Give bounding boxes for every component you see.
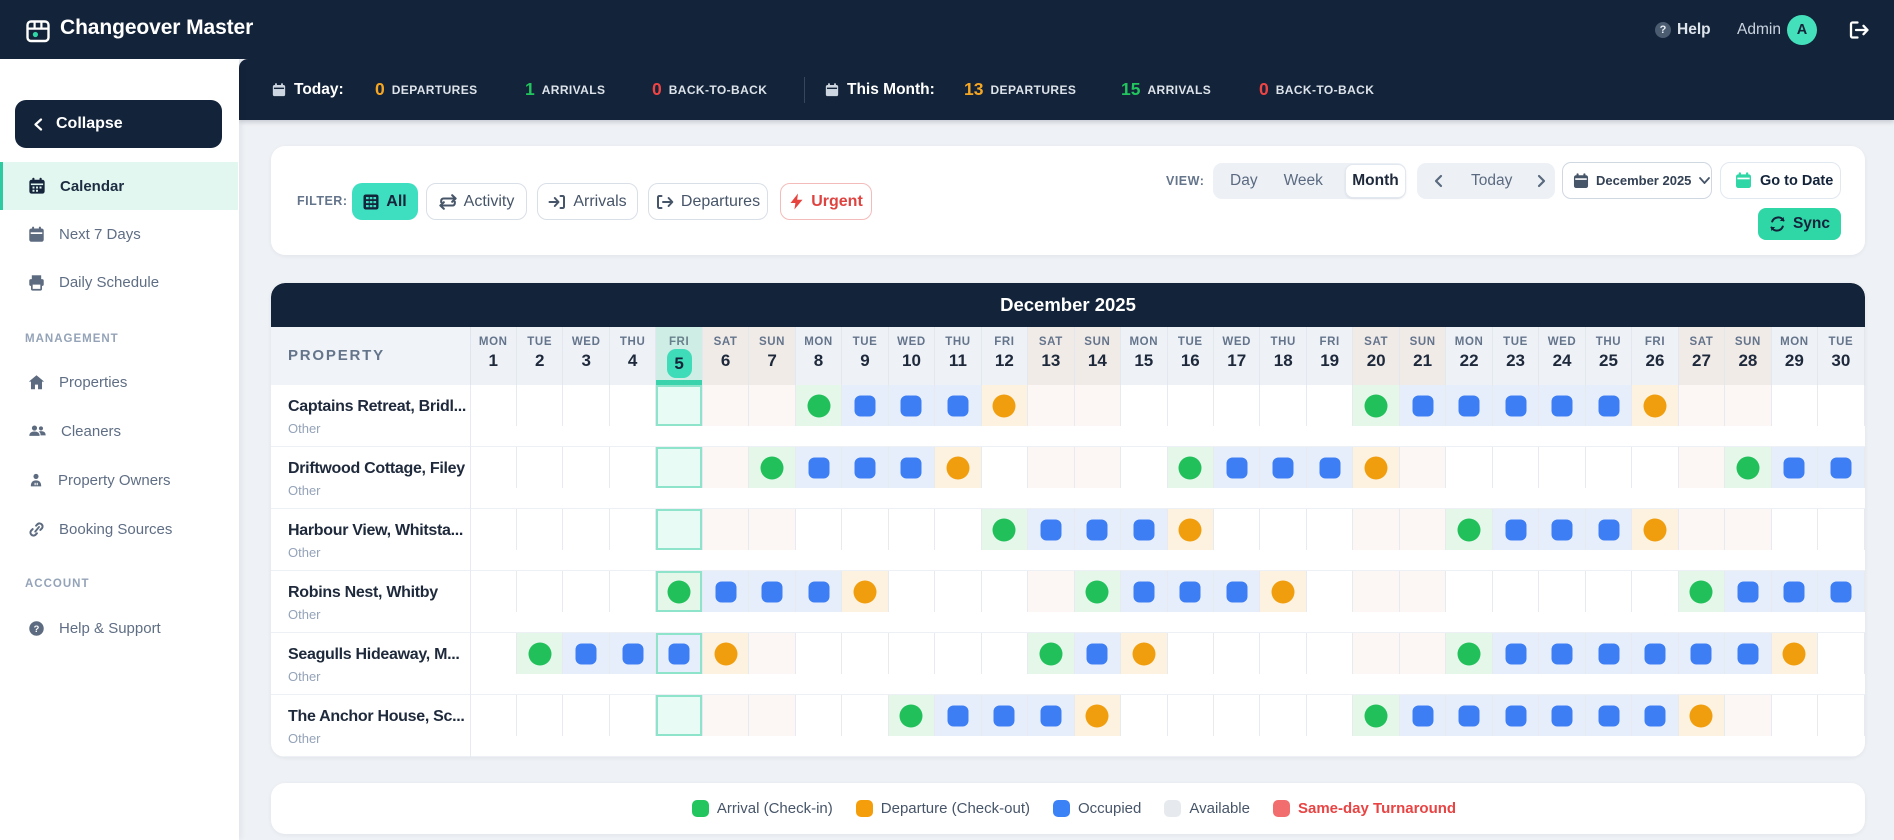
svg-text:?: ? bbox=[34, 623, 40, 633]
